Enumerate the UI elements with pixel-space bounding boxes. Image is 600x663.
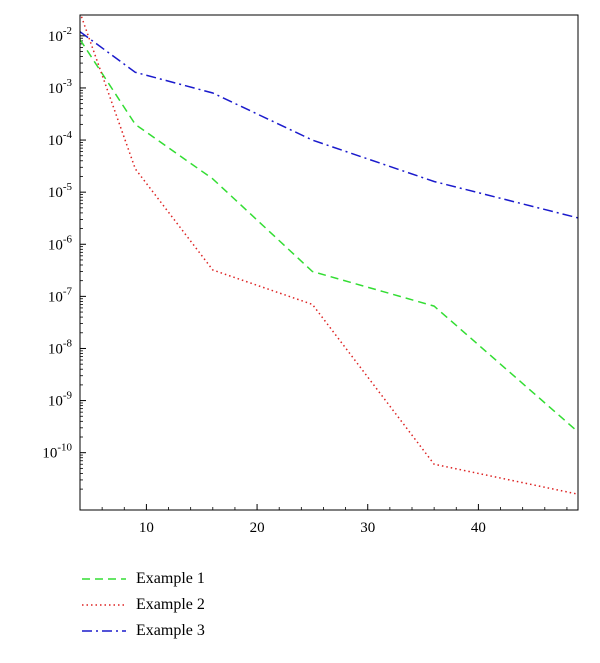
y-tick-label: 10-5: [48, 181, 73, 201]
y-tick-power: -9: [63, 390, 73, 402]
legend-label-example-1: Example 1: [136, 570, 205, 587]
y-tick-base: 10: [42, 446, 57, 462]
y-axis-ticks: 10-210-310-410-510-610-710-810-910-10: [42, 25, 86, 490]
x-tick-label: 10: [139, 520, 154, 536]
y-tick-base: 10: [48, 341, 63, 357]
legend-label-example-2: Example 2: [136, 596, 205, 613]
y-tick-label: 10-2: [48, 25, 72, 45]
y-tick-label: 10-4: [48, 129, 73, 149]
series-line-2: [80, 15, 578, 495]
y-tick-base: 10: [48, 81, 63, 97]
x-axis-ticks: 10 20 30 40: [101, 504, 568, 536]
legend-item-example-1: Example 1: [80, 566, 340, 592]
y-tick-label: 10-8: [48, 337, 73, 357]
legend-swatch-example-3: [82, 630, 126, 632]
y-tick-power: -8: [63, 337, 73, 349]
chart-plot: 10-210-310-410-510-610-710-810-910-10 10…: [42, 14, 579, 536]
legend-swatch-example-1: [82, 578, 126, 580]
plot-frame: [79, 14, 579, 511]
x-tick-label: 30: [360, 520, 375, 536]
y-tick-power: -4: [63, 129, 73, 141]
series-line-1: [80, 39, 578, 433]
legend-item-example-3: Example 3: [80, 618, 340, 644]
y-tick-base: 10: [48, 237, 63, 253]
y-tick-label: 10-10: [42, 442, 72, 462]
x-tick-label: 40: [471, 520, 486, 536]
series-line-3: [80, 31, 578, 219]
y-tick-power: -5: [63, 181, 73, 193]
series-lines: [80, 15, 578, 495]
legend: Example 1 Example 2 Example 3: [80, 566, 340, 644]
y-tick-power: -2: [63, 25, 72, 37]
y-tick-power: -3: [63, 77, 73, 89]
y-tick-base: 10: [48, 289, 63, 305]
y-tick-label: 10-3: [48, 77, 73, 97]
y-tick-label: 10-6: [48, 233, 73, 253]
legend-item-example-2: Example 2: [80, 592, 340, 618]
y-tick-power: -6: [63, 233, 73, 245]
legend-swatch-example-2: [82, 604, 126, 606]
y-tick-base: 10: [48, 185, 63, 201]
y-tick-power: -7: [63, 285, 73, 297]
y-tick-base: 10: [48, 394, 63, 410]
y-tick-label: 10-9: [48, 390, 73, 410]
y-tick-base: 10: [48, 29, 63, 45]
y-tick-power: -10: [57, 442, 72, 454]
y-tick-base: 10: [48, 133, 63, 149]
legend-label-example-3: Example 3: [136, 622, 205, 639]
x-tick-label: 20: [250, 520, 265, 536]
y-tick-label: 10-7: [48, 285, 73, 305]
